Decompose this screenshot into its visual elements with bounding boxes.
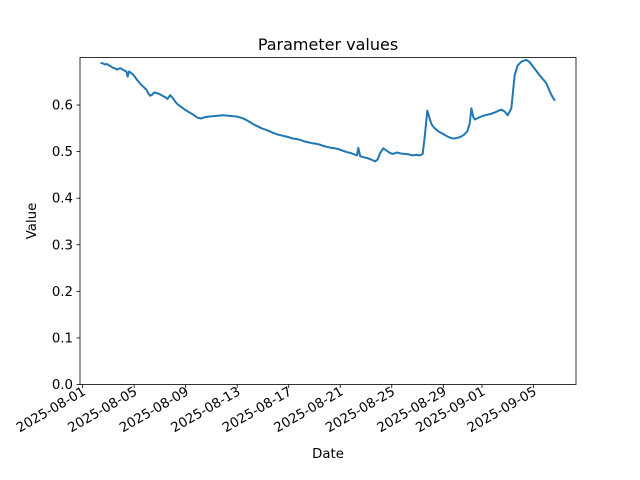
data-series-group [100, 58, 556, 163]
x-axis-ticks: 2025-08-012025-08-052025-08-092025-08-13… [14, 384, 539, 436]
y-tick-label: 0.6 [52, 99, 73, 114]
plot-border [79, 57, 577, 385]
y-tick-label: 0.2 [52, 285, 73, 300]
y-tick-label: 0.4 [52, 192, 73, 207]
y-axis-ticks: 0.0 0.1 0.2 0.3 0.4 0.5 0.6 [52, 99, 80, 393]
chart-title: Parameter values [258, 35, 398, 54]
y-tick-label: 0.0 [52, 378, 73, 393]
x-axis-label: Date [312, 447, 344, 462]
y-axis-label: Value [25, 203, 40, 240]
y-tick-label: 0.1 [52, 331, 73, 346]
y-tick-label: 0.5 [52, 145, 73, 160]
data-line-parameter-value [100, 58, 556, 163]
y-tick-label: 0.3 [52, 238, 73, 253]
